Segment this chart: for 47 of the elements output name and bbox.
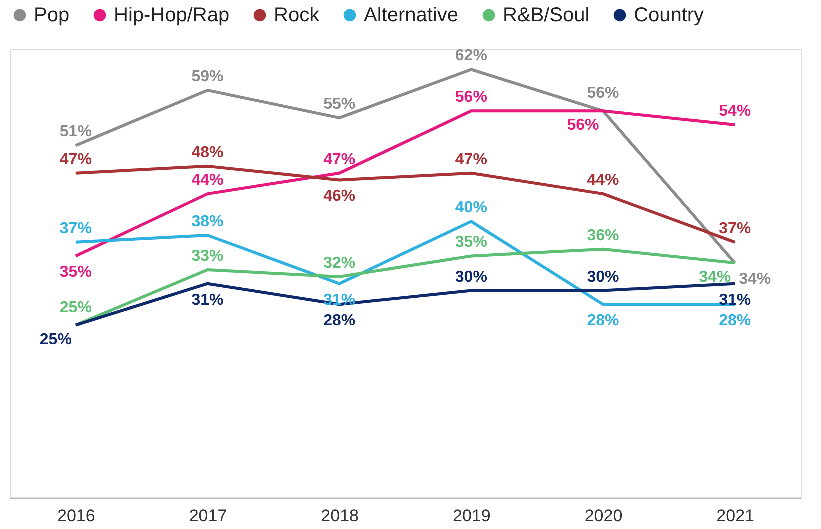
x-tick-label: 2018 — [321, 506, 359, 526]
data-label: 34% — [699, 269, 732, 286]
data-label: 25% — [60, 299, 92, 316]
legend-label: Country — [634, 4, 704, 26]
legend-label: Rock — [274, 4, 321, 26]
data-label: 34% — [739, 271, 772, 288]
x-tick-label: 2016 — [58, 506, 96, 526]
data-label: 44% — [587, 172, 620, 190]
data-label: 62% — [455, 48, 488, 65]
data-label: 31% — [192, 292, 224, 309]
data-label: 54% — [719, 102, 752, 120]
data-label: 51% — [60, 124, 92, 141]
legend-label: Pop — [34, 4, 70, 26]
data-label: 30% — [587, 268, 620, 286]
data-label: 30% — [455, 268, 488, 286]
legend-label: Alternative — [364, 4, 458, 26]
x-tick-label: 2020 — [584, 506, 623, 526]
data-label: 31% — [719, 292, 752, 309]
data-label: 46% — [324, 188, 356, 206]
x-tick-label: 2017 — [189, 506, 228, 526]
legend-label: R&B/Soul — [503, 4, 590, 26]
data-label: 56% — [587, 85, 620, 102]
data-label: 35% — [60, 264, 92, 282]
legend-label: Hip-Hop/Rap — [114, 4, 230, 26]
data-label: 47% — [60, 151, 92, 168]
data-label: 36% — [587, 227, 620, 244]
data-label: 44% — [192, 172, 224, 190]
data-label: 33% — [192, 248, 224, 266]
data-label: 32% — [324, 254, 356, 272]
data-label: 56% — [567, 117, 600, 134]
data-label: 59% — [192, 68, 224, 86]
data-label: 55% — [324, 96, 356, 114]
data-label: 25% — [40, 331, 72, 348]
data-label: 28% — [587, 312, 620, 330]
data-label: 28% — [719, 312, 752, 330]
data-label: 56% — [455, 89, 488, 106]
x-tick-label: 2021 — [716, 506, 754, 526]
data-label: 37% — [719, 220, 752, 238]
x-tick-label: 2019 — [453, 506, 491, 526]
data-label: 48% — [192, 144, 224, 162]
data-label: 28% — [324, 312, 356, 330]
data-label: 37% — [60, 220, 92, 238]
data-label: 47% — [324, 151, 356, 168]
data-label: 40% — [455, 200, 488, 217]
data-label: 47% — [455, 151, 488, 168]
data-label: 38% — [192, 214, 224, 231]
data-label: 35% — [455, 234, 488, 252]
